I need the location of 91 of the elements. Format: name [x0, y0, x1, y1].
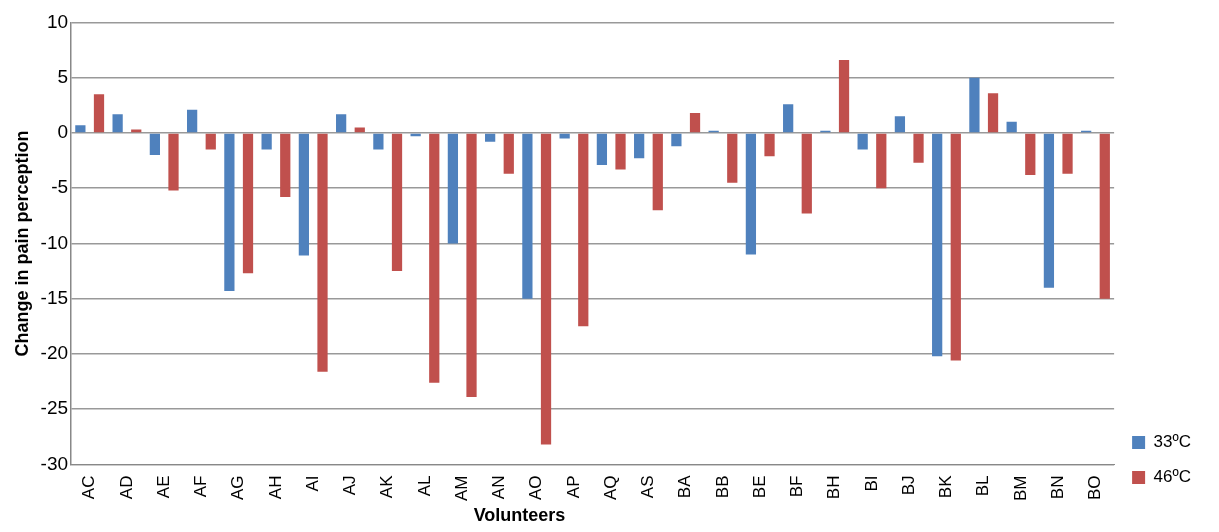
y-tick-label: -20: [40, 342, 69, 364]
bar: [652, 133, 663, 211]
bar: [447, 133, 459, 244]
bar: [503, 133, 514, 174]
y-tick-label: -30: [40, 452, 69, 474]
x-tick-label: BM: [1010, 475, 1030, 501]
bar: [913, 133, 924, 163]
bar: [745, 133, 757, 255]
x-tick-label: AH: [265, 475, 285, 500]
bar: [261, 133, 272, 150]
bar: [224, 133, 235, 291]
y-tick-label: -10: [40, 231, 69, 253]
x-tick-label: BN: [1047, 475, 1067, 500]
bar: [187, 109, 198, 133]
bar: [1006, 121, 1017, 133]
bar: [242, 133, 254, 274]
bar: [168, 133, 179, 191]
bar: [354, 127, 365, 133]
x-tick-label: BB: [712, 475, 732, 499]
x-tick-label: BE: [749, 475, 769, 499]
bar: [727, 133, 738, 183]
x-tick-label: AP: [563, 475, 583, 499]
bar: [857, 133, 868, 150]
bar: [987, 93, 999, 133]
bar: [205, 133, 216, 150]
bar: [93, 94, 105, 133]
bar: [1099, 133, 1110, 299]
bar: [466, 133, 477, 398]
bar: [112, 114, 123, 133]
x-tick-label: BH: [824, 475, 844, 500]
bar: [764, 133, 775, 157]
x-tick-label: AI: [302, 475, 322, 492]
bar: [615, 133, 626, 170]
x-tick-label: AL: [414, 475, 434, 497]
bar: [801, 133, 812, 214]
x-tick-label: BJ: [898, 475, 918, 496]
x-tick-label: AE: [153, 475, 173, 499]
x-tick-label: BL: [973, 475, 993, 497]
bar: [671, 133, 682, 147]
bar: [540, 133, 552, 445]
bar: [783, 104, 794, 133]
bar: [1043, 133, 1055, 288]
bar: [280, 133, 291, 198]
x-tick-label: AG: [228, 475, 248, 501]
bar: [522, 133, 533, 299]
bar: [876, 133, 887, 189]
y-tick-label: -5: [51, 176, 69, 198]
bar: [689, 113, 701, 133]
x-tick-label: BF: [787, 475, 807, 498]
bar: [317, 133, 328, 372]
x-tick-label: AO: [526, 475, 546, 501]
x-tick-label: AF: [191, 475, 211, 498]
bar: [373, 133, 384, 150]
x-axis-title: Volunteers: [472, 504, 567, 526]
bar: [894, 116, 906, 133]
x-tick-label: AD: [116, 475, 136, 500]
y-tick-label: -25: [40, 397, 69, 419]
bar: [336, 114, 347, 133]
x-tick-label: AJ: [340, 475, 360, 496]
y-axis-title: Change in pain perception: [11, 130, 32, 357]
bar: [1025, 133, 1036, 175]
x-tick-label: AK: [377, 474, 397, 499]
x-tick-label: BA: [675, 474, 695, 499]
bar: [298, 133, 310, 256]
y-tick-label: 10: [46, 10, 69, 32]
x-tick-label: BK: [936, 474, 956, 499]
x-tick-label: AN: [489, 475, 509, 500]
bar: [391, 133, 403, 272]
legend-label: 33ºC: [1153, 432, 1192, 452]
x-tick-label: AC: [79, 475, 99, 500]
bar: [429, 133, 440, 383]
legend-label: 46ºC: [1153, 467, 1192, 487]
y-tick-label: 5: [57, 65, 69, 87]
bar: [596, 133, 608, 165]
bar: [969, 77, 980, 133]
y-tick-label: 0: [57, 121, 69, 143]
x-tick-label: AM: [451, 475, 471, 501]
x-tick-label: BO: [1085, 475, 1105, 501]
bar: [838, 59, 850, 133]
bar: [149, 133, 160, 156]
x-tick-label: BI: [861, 475, 881, 492]
y-tick-label: -15: [40, 286, 69, 308]
bar: [950, 133, 961, 361]
bar: [1062, 133, 1073, 174]
bar: [485, 133, 496, 142]
bar: [932, 133, 943, 357]
bar: [634, 133, 645, 159]
bar: [75, 125, 86, 133]
bar: [578, 133, 589, 327]
x-tick-label: AS: [638, 475, 658, 499]
x-tick-label: AQ: [600, 475, 620, 501]
